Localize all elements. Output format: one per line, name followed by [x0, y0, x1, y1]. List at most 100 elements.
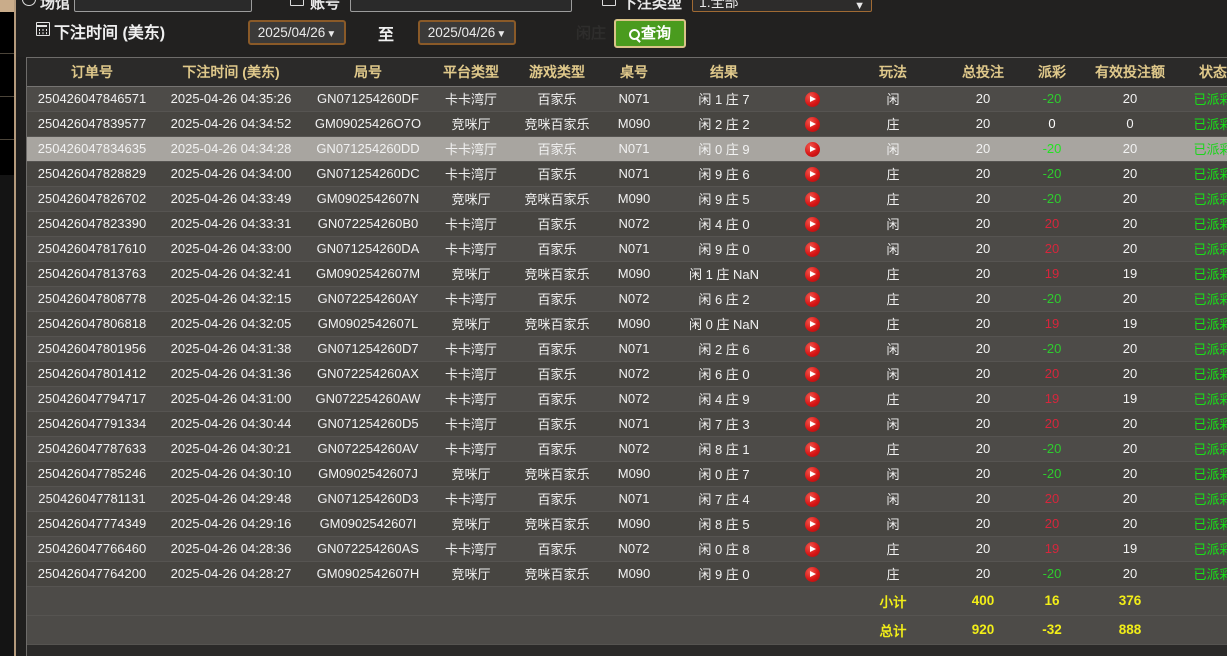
table-row[interactable]: 250426047801956 2025-04-26 04:31:38 GN0712…: [27, 336, 1227, 362]
col-replay: [783, 58, 841, 87]
bet-type-select[interactable]: 1.全部 ▼: [692, 0, 872, 12]
table-row[interactable]: 250426047781131 2025-04-26 04:29:48 GN0712…: [27, 486, 1227, 512]
date-from-picker[interactable]: 2025/04/26▼: [248, 20, 346, 45]
col-table-no[interactable]: 桌号: [603, 58, 665, 87]
table-row[interactable]: 250426047826702 2025-04-26 04:33:49 GM0902…: [27, 186, 1227, 212]
play-icon[interactable]: [804, 316, 820, 332]
play-icon[interactable]: [804, 516, 820, 532]
play-icon[interactable]: [804, 441, 820, 457]
cell-status: 已派彩: [1177, 536, 1227, 562]
cell-game-type: 百家乐: [511, 411, 603, 437]
play-icon[interactable]: [804, 416, 820, 432]
table-row[interactable]: 250426047766460 2025-04-26 04:28:36 GN0722…: [27, 536, 1227, 562]
table-row[interactable]: 250426047774349 2025-04-26 04:29:16 GM0902…: [27, 511, 1227, 537]
play-icon[interactable]: [804, 366, 820, 382]
account-input[interactable]: [350, 0, 572, 12]
play-icon[interactable]: [804, 541, 820, 557]
rail-lower-fade: [0, 175, 14, 656]
replay-cell: [783, 386, 841, 412]
col-status[interactable]: 状态: [1177, 58, 1227, 87]
col-result[interactable]: 结果: [665, 58, 783, 87]
cell-play-type: 闲: [841, 86, 945, 112]
cell-total-bet: 20: [945, 136, 1021, 162]
chevron-down-icon: ▼: [854, 0, 865, 12]
query-button[interactable]: 查询: [614, 19, 686, 48]
col-valid-bet[interactable]: 有效投注额: [1083, 58, 1177, 87]
play-icon[interactable]: [804, 166, 820, 182]
cell-result: 闲 0 庄 8: [665, 536, 783, 562]
table-row[interactable]: 250426047813763 2025-04-26 04:32:41 GM0902…: [27, 261, 1227, 287]
table-row[interactable]: 250426047839577 2025-04-26 04:34:52 GM0902…: [27, 111, 1227, 137]
cell-status: 已派彩: [1177, 211, 1227, 237]
cell-valid-bet: 19: [1083, 311, 1177, 337]
cell-bet-time: 2025-04-26 04:34:00: [157, 161, 305, 187]
table-row[interactable]: 250426047828829 2025-04-26 04:34:00 GN0712…: [27, 161, 1227, 187]
cell-payout: 19: [1021, 536, 1083, 562]
cell-platform: 卡卡湾厅: [431, 486, 511, 512]
col-round-no[interactable]: 局号: [305, 58, 431, 87]
cell-status: 已派彩: [1177, 461, 1227, 487]
col-bet-time[interactable]: 下注时间 (美东): [157, 58, 305, 87]
table-row[interactable]: 250426047834635 2025-04-26 04:34:28 GN0712…: [27, 136, 1227, 162]
cell-result: 闲 4 庄 0: [665, 211, 783, 237]
date-to-picker[interactable]: 2025/04/26▼: [418, 20, 516, 45]
table-row[interactable]: 250426047846571 2025-04-26 04:35:26 GN0712…: [27, 86, 1227, 112]
cell-table-no: N071: [603, 86, 665, 112]
col-game-type[interactable]: 游戏类型: [511, 58, 603, 87]
cell-table-no: N072: [603, 436, 665, 462]
cell-bet-time: 2025-04-26 04:34:52: [157, 111, 305, 137]
venue-input[interactable]: [74, 0, 252, 12]
play-icon[interactable]: [804, 341, 820, 357]
cell-valid-bet: 20: [1083, 186, 1177, 212]
play-icon[interactable]: [804, 116, 820, 132]
summary-empty-cell: [783, 586, 841, 616]
summary-row: 小计 400 16 376: [27, 586, 1227, 616]
col-total-bet[interactable]: 总投注: [945, 58, 1021, 87]
col-platform[interactable]: 平台类型: [431, 58, 511, 87]
cell-total-bet: 20: [945, 536, 1021, 562]
col-payout[interactable]: 派彩: [1021, 58, 1083, 87]
play-icon[interactable]: [804, 216, 820, 232]
cell-result: 闲 2 庄 6: [665, 336, 783, 362]
table-row[interactable]: 250426047787633 2025-04-26 04:30:21 GN0722…: [27, 436, 1227, 462]
table-row[interactable]: 250426047794717 2025-04-26 04:31:00 GN0722…: [27, 386, 1227, 412]
cell-bet-time: 2025-04-26 04:30:10: [157, 461, 305, 487]
play-icon[interactable]: [804, 266, 820, 282]
bet-type-value: 1.全部: [699, 0, 739, 10]
cell-game-type: 百家乐: [511, 86, 603, 112]
replay-cell: [783, 461, 841, 487]
cell-valid-bet: 20: [1083, 436, 1177, 462]
cell-platform: 卡卡湾厅: [431, 336, 511, 362]
table-row[interactable]: 250426047791334 2025-04-26 04:30:44 GN0712…: [27, 411, 1227, 437]
replay-cell: [783, 311, 841, 337]
cell-table-no: M090: [603, 261, 665, 287]
col-play-type[interactable]: 玩法: [841, 58, 945, 87]
cell-play-type: 庄: [841, 311, 945, 337]
bet-records-table-container[interactable]: 订单号 下注时间 (美东) 局号 平台类型 游戏类型 桌号 结果 玩法 总投注 …: [26, 57, 1227, 656]
cell-game-type: 竞咪百家乐: [511, 261, 603, 287]
replay-cell: [783, 286, 841, 312]
play-icon[interactable]: [804, 566, 820, 582]
table-row[interactable]: 250426047806818 2025-04-26 04:32:05 GM0902…: [27, 311, 1227, 337]
table-row[interactable]: 250426047785246 2025-04-26 04:30:10 GM0902…: [27, 461, 1227, 487]
table-row[interactable]: 250426047808778 2025-04-26 04:32:15 GN0722…: [27, 286, 1227, 312]
table-row[interactable]: 250426047801412 2025-04-26 04:31:36 GN0722…: [27, 361, 1227, 387]
summary-empty-cell: [305, 615, 431, 645]
background-watermark: 闲庄: [576, 25, 607, 42]
play-icon[interactable]: [804, 466, 820, 482]
summary-empty-cell: [1177, 615, 1227, 645]
table-row[interactable]: 250426047817610 2025-04-26 04:33:00 GN0712…: [27, 236, 1227, 262]
table-row[interactable]: 250426047764200 2025-04-26 04:28:27 GM0902…: [27, 561, 1227, 587]
play-icon[interactable]: [804, 491, 820, 507]
cell-status: 已派彩: [1177, 361, 1227, 387]
play-icon[interactable]: [804, 91, 820, 107]
play-icon[interactable]: [804, 291, 820, 307]
clipped-filter-row: 场馆 账号 下注类型 1.全部 ▼: [16, 0, 1227, 12]
play-icon[interactable]: [804, 141, 820, 157]
col-order-no[interactable]: 订单号: [27, 58, 157, 87]
rail-divider: [0, 96, 14, 97]
table-row[interactable]: 250426047823390 2025-04-26 04:33:31 GN0722…: [27, 211, 1227, 237]
play-icon[interactable]: [804, 191, 820, 207]
play-icon[interactable]: [804, 391, 820, 407]
play-icon[interactable]: [804, 241, 820, 257]
